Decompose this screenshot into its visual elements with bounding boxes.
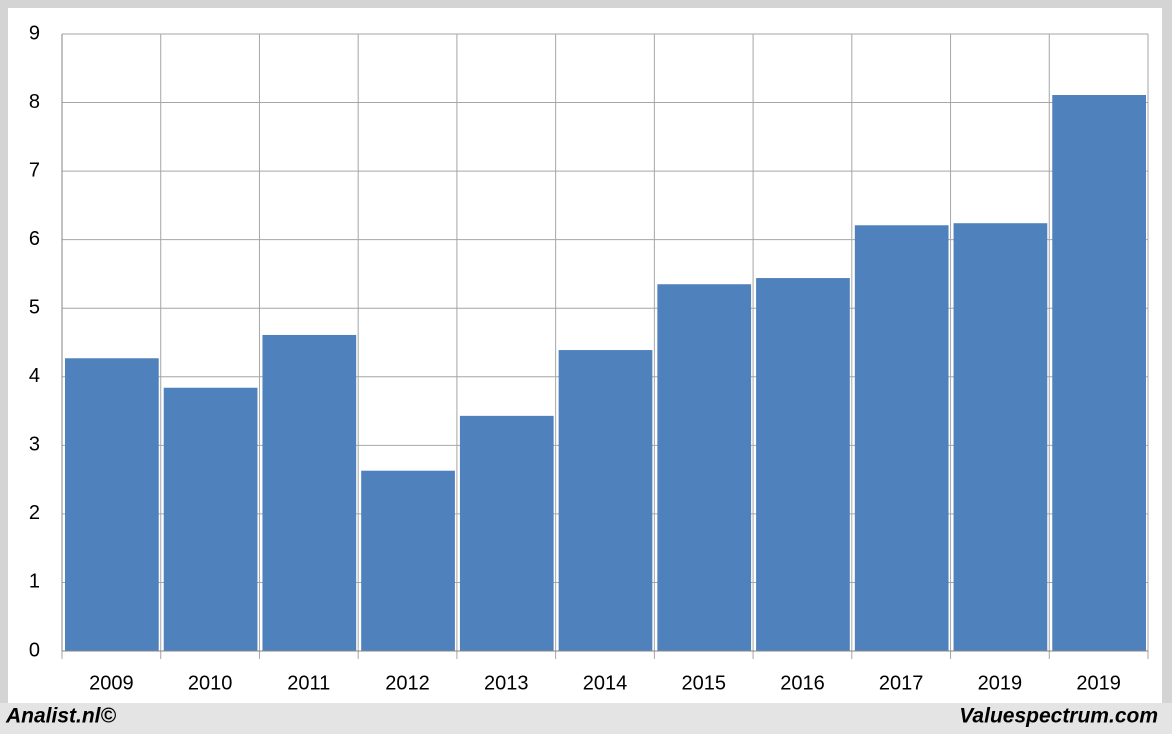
x-tick-label: 2015 — [681, 672, 726, 694]
y-tick-label: 4 — [29, 365, 40, 387]
x-tick-label: 2010 — [188, 672, 233, 694]
x-tick-label: 2019 — [1076, 672, 1121, 694]
y-tick-label: 3 — [29, 434, 40, 456]
bar — [953, 223, 1048, 652]
x-tick-label: 2016 — [780, 672, 825, 694]
x-tick-label: 2013 — [484, 672, 529, 694]
x-tick-label: 2017 — [879, 672, 924, 694]
y-tick-label: 8 — [29, 91, 40, 113]
y-tick-label: 9 — [29, 22, 40, 44]
bar — [163, 387, 258, 651]
x-tick-label: 2009 — [89, 672, 134, 694]
footer-left: Analist.nl© — [5, 705, 117, 728]
y-tick-label: 5 — [29, 297, 40, 319]
bar — [558, 350, 653, 651]
footer-right: Valuespectrum.com — [959, 705, 1158, 728]
x-tick-label: 2011 — [287, 672, 330, 694]
y-tick-label: 1 — [29, 571, 40, 593]
x-tick-label: 2014 — [583, 672, 628, 694]
y-tick-label: 7 — [29, 159, 40, 181]
y-tick-label: 2 — [29, 502, 40, 524]
x-tick-label: 2012 — [385, 672, 430, 694]
bar — [65, 358, 159, 651]
bar — [1052, 95, 1146, 651]
footer-band — [0, 703, 1172, 734]
bar — [262, 334, 357, 651]
bar — [756, 278, 850, 651]
bar — [854, 225, 949, 651]
y-tick-label: 6 — [29, 228, 40, 250]
bar — [657, 284, 752, 651]
bar — [459, 415, 554, 651]
bar — [361, 470, 455, 651]
x-tick-label: 2019 — [978, 672, 1023, 694]
y-tick-label: 0 — [29, 639, 40, 661]
